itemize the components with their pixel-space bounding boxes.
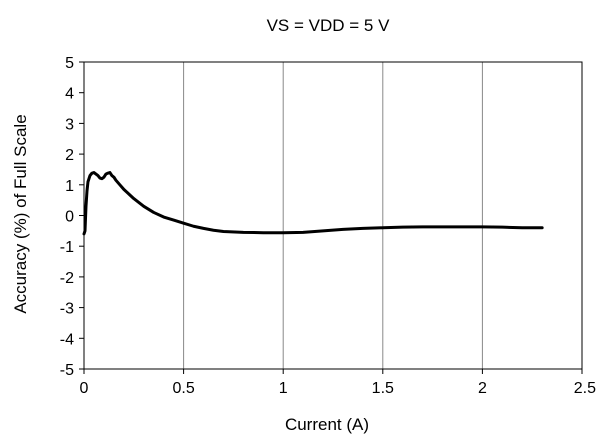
y-tick-label: -3 <box>60 301 74 318</box>
chart-title: VS = VDD = 5 V <box>267 16 390 35</box>
y-tick-label: -5 <box>60 362 74 379</box>
x-axis-label: Current (A) <box>285 415 369 434</box>
x-tick-label: 0 <box>80 380 89 397</box>
y-tick-label: 0 <box>65 209 74 226</box>
y-tick-label: 1 <box>65 178 74 195</box>
y-tick-label: 4 <box>65 86 74 103</box>
x-tick-label: 1 <box>279 380 288 397</box>
y-tick-label: 3 <box>65 116 74 133</box>
y-tick-label: -4 <box>60 331 74 348</box>
y-tick-label: -2 <box>60 270 74 287</box>
y-tick-label: 5 <box>65 55 74 72</box>
accuracy-series-line <box>82 171 544 236</box>
y-axis-label: Accuracy (%) of Full Scale <box>11 114 30 313</box>
y-tick-label: -1 <box>60 239 74 256</box>
x-tick-label: 2 <box>478 380 487 397</box>
y-axis-ticks: 5 4 3 2 1 0 -1 -2 -3 -4 -5 <box>60 55 84 379</box>
x-tick-label: 1.5 <box>372 380 394 397</box>
x-axis-ticks: 0 0.5 1 1.5 2 2.5 <box>80 369 596 397</box>
y-tick-label: 2 <box>65 147 74 164</box>
x-tick-label: 0.5 <box>172 380 194 397</box>
x-tick-label: 2.5 <box>574 380 596 397</box>
gridlines <box>183 62 483 369</box>
